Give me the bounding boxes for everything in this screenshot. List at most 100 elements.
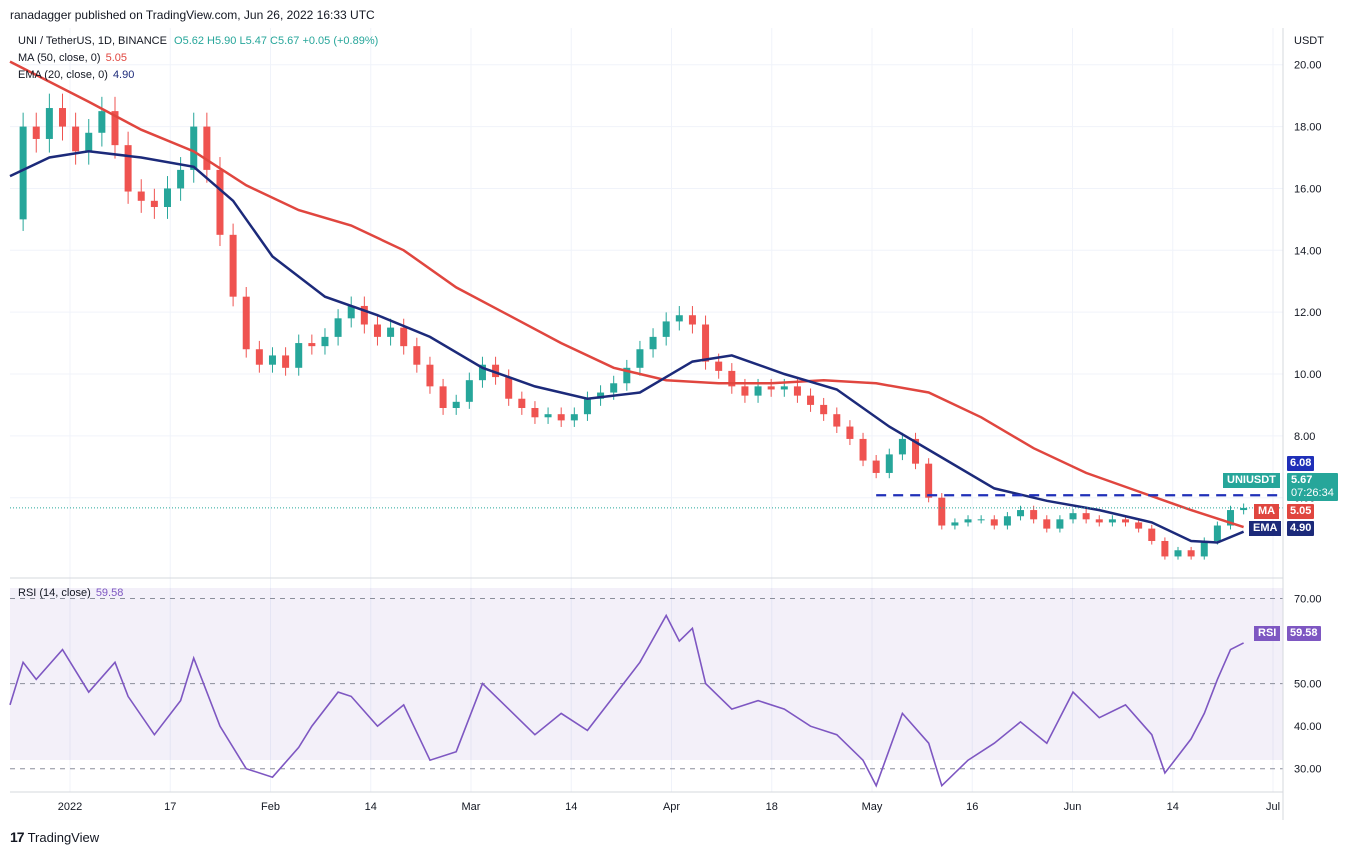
candle-body: [373, 324, 381, 337]
price-tick-label: 20.00: [1294, 60, 1322, 72]
candle-body: [98, 111, 106, 133]
candle-body: [1043, 519, 1051, 529]
ema-legend-label: EMA (20, close, 0): [18, 69, 108, 81]
candle-body: [885, 454, 893, 473]
candle-body: [872, 460, 880, 473]
candle-body: [1213, 525, 1221, 541]
candle-body: [282, 355, 290, 368]
candle-body: [597, 392, 605, 399]
candle-body: [702, 324, 710, 362]
candle-body: [662, 321, 670, 337]
candle-body: [295, 343, 303, 368]
candle-body: [387, 327, 395, 337]
rsi-tick-label: 70.00: [1294, 594, 1322, 606]
candle-body: [1161, 540, 1169, 557]
time-tick-label: Mar: [462, 801, 481, 813]
candle-body: [360, 305, 368, 325]
candle-body: [45, 108, 53, 139]
candle-body: [255, 349, 263, 365]
candle-body: [1003, 516, 1011, 526]
candle-body: [203, 126, 211, 170]
ema-price-tag: 4.90: [1287, 521, 1315, 536]
time-tick-label: 14: [365, 801, 377, 813]
candle-body: [1187, 550, 1195, 557]
candle-body: [137, 191, 145, 201]
rsi-value-tag: 59.58: [1287, 626, 1321, 641]
candle-body: [636, 349, 644, 368]
currency-label: USDT: [1294, 35, 1324, 47]
candle-body: [767, 386, 775, 390]
candle-body: [780, 386, 788, 390]
rsi-tick-label: 40.00: [1294, 721, 1322, 733]
ema-tag: EMA: [1249, 521, 1282, 536]
candle-body: [1200, 540, 1208, 557]
candle-body: [229, 234, 237, 297]
candle-body: [820, 404, 828, 415]
rsi-levels: [10, 598, 1283, 770]
candle-body: [413, 346, 421, 365]
rsi-legend[interactable]: RSI (14, close) 59.58: [18, 587, 123, 599]
price-tick-label: 18.00: [1294, 122, 1322, 134]
candle-body: [1122, 519, 1130, 523]
ema-legend[interactable]: EMA (20, close, 0) 4.90: [18, 69, 134, 81]
candle-body: [570, 414, 578, 421]
candle-body: [833, 414, 841, 427]
candle-body: [964, 519, 972, 523]
ma-tag: MA: [1254, 504, 1280, 519]
ma-legend[interactable]: MA (50, close, 0) 5.05: [18, 52, 127, 64]
candle-body: [216, 169, 224, 235]
time-tick-label: 18: [766, 801, 778, 813]
rsi-band: [10, 588, 1283, 760]
candle-body: [452, 401, 460, 409]
rsi-tick-label: 30.00: [1294, 764, 1322, 776]
candle-body: [531, 408, 539, 418]
candle-body: [1108, 519, 1116, 523]
candle-body: [951, 522, 959, 526]
tradingview-logo[interactable]: 17 TradingView: [10, 829, 99, 845]
rsi-axis: 70.00 50.00 40.00 30.00: [1294, 594, 1322, 776]
time-tick-label: May: [862, 801, 883, 813]
rsi-legend-label: RSI (14, close): [18, 587, 91, 599]
candle-body: [268, 355, 276, 365]
ohlc-values: O5.62 H5.90 L5.47 C5.67 +0.05 (+0.89%): [174, 35, 379, 47]
publisher-line: ranadagger published on TradingView.com,…: [10, 8, 375, 22]
candle-body: [1095, 519, 1103, 523]
candle-body: [1069, 513, 1077, 520]
ma-50-line: [9, 60, 1244, 529]
candle-body: [32, 126, 40, 139]
candle-body: [912, 438, 920, 464]
candle-body: [715, 361, 723, 371]
ma-legend-value: 5.05: [105, 52, 128, 64]
candle-body: [728, 370, 736, 387]
candle-body: [150, 200, 158, 207]
candle-body: [400, 327, 408, 347]
candle-body: [938, 497, 946, 526]
time-tick-label: Feb: [261, 801, 280, 813]
candle-body: [807, 395, 815, 405]
price-tick-label: 12.00: [1294, 307, 1322, 319]
symbol-legend[interactable]: UNI / TetherUS, 1D, BINANCE O5.62 H5.90 …: [18, 35, 378, 47]
candle-body: [347, 305, 355, 319]
candle-body: [518, 398, 526, 409]
time-tick-label: 17: [164, 801, 176, 813]
candle-body: [72, 126, 80, 152]
price-tick-label: 16.00: [1294, 183, 1322, 195]
candle-body: [478, 364, 486, 381]
ema-legend-value: 4.90: [112, 69, 135, 81]
candle-body: [1030, 510, 1038, 520]
candle-body: [859, 438, 867, 461]
time-tick-label: 14: [565, 801, 577, 813]
candle-body: [111, 111, 119, 146]
price-tick-label: 8.00: [1294, 431, 1315, 443]
candle-body: [741, 386, 749, 396]
rsi-legend-value: 59.58: [95, 587, 124, 599]
tradingview-logo-icon: 17: [10, 829, 25, 845]
symbol-title: UNI / TetherUS, 1D, BINANCE: [18, 35, 167, 47]
candle-body: [754, 386, 762, 396]
candle-body: [1082, 513, 1090, 520]
candle-body: [190, 126, 198, 170]
candle-body: [465, 380, 473, 402]
rsi-tick-label: 50.00: [1294, 679, 1322, 691]
